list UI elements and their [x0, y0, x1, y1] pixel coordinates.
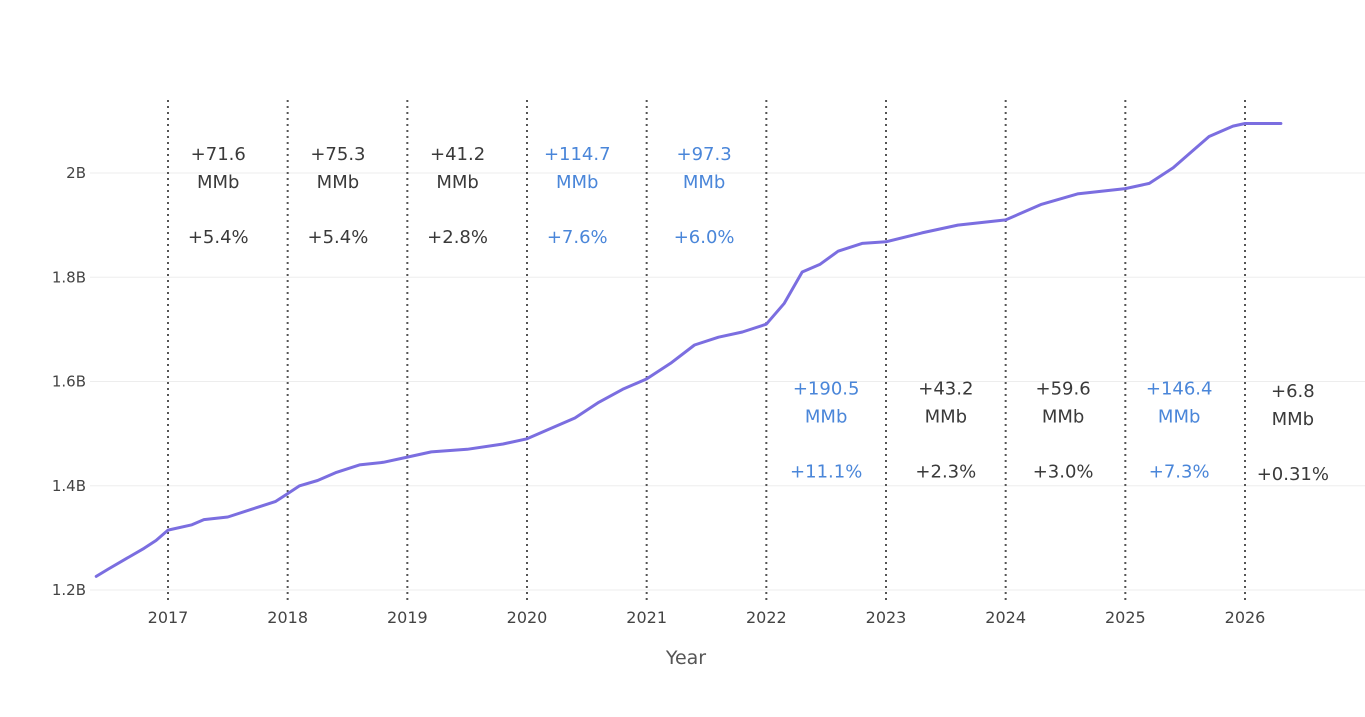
annotation-unit: MMb — [556, 172, 599, 193]
annotation-percent: +6.0% — [674, 227, 735, 248]
annotation-percent: +5.4% — [308, 227, 369, 248]
x-tick-label: 2022 — [746, 608, 787, 627]
annotation-percent: +2.3% — [915, 462, 976, 483]
series-layer — [94, 122, 1283, 578]
year-change-annotation: +43.2 MMb +2.3% — [915, 379, 976, 483]
x-tick-label: 2020 — [507, 608, 548, 627]
year-change-annotation: +75.3 MMb +5.4% — [308, 144, 369, 248]
annotation-percent: +0.31% — [1257, 464, 1329, 485]
annotation-unit: MMb — [1272, 409, 1315, 430]
annotation-unit: MMb — [1042, 407, 1085, 428]
x-tick-label: 2017 — [148, 608, 189, 627]
annotation-change: +71.6 — [191, 144, 246, 165]
x-tick-label: 2024 — [985, 608, 1026, 627]
year-change-annotation: +41.2 MMb +2.8% — [427, 144, 488, 248]
x-tick-label: 2021 — [626, 608, 667, 627]
annotation-unit: MMb — [436, 172, 479, 193]
year-change-annotation: +6.8 MMb +0.31% — [1257, 381, 1329, 485]
y-tick-label: 2B — [66, 164, 86, 182]
annotation-change: +146.4 — [1146, 379, 1213, 400]
year-change-annotation: +59.6 MMb +3.0% — [1033, 379, 1094, 483]
y-tick-label: 1.4B — [52, 477, 86, 495]
x-tick-label: 2019 — [387, 608, 428, 627]
y-tick-label: 1.8B — [52, 268, 86, 286]
annotation-unit: MMb — [317, 172, 360, 193]
annotation-change: +43.2 — [918, 379, 973, 400]
annotation-change: +59.6 — [1036, 379, 1091, 400]
annotation-percent: +11.1% — [790, 462, 862, 483]
year-change-annotation: +71.6 MMb +5.4% — [188, 144, 249, 248]
annotation-unit: MMb — [197, 172, 240, 193]
annotation-change: +6.8 — [1271, 381, 1315, 402]
x-tick-label: 2025 — [1105, 608, 1146, 627]
y-tick-label: 1.6B — [52, 373, 86, 391]
annotation-change: +114.7 — [544, 144, 611, 165]
year-change-annotation: +190.5 MMb +11.1% — [790, 379, 862, 483]
y-tick-label: 1.2B — [52, 581, 86, 599]
annotation-percent: +5.4% — [188, 227, 249, 248]
x-tick-label: 2023 — [866, 608, 907, 627]
year-change-annotation: +146.4 MMb +7.3% — [1146, 379, 1213, 483]
annotation-change: +75.3 — [310, 144, 365, 165]
annotation-change: +97.3 — [677, 144, 732, 165]
annotation-change: +190.5 — [793, 379, 860, 400]
annotation-unit: MMb — [805, 407, 848, 428]
year-change-annotation: +114.7 MMb +7.6% — [544, 144, 611, 248]
series-line — [94, 122, 1283, 578]
annotation-percent: +7.3% — [1149, 462, 1210, 483]
annotation-percent: +7.6% — [547, 227, 608, 248]
year-change-annotation: +97.3 MMb +6.0% — [674, 144, 735, 248]
annotation-percent: +3.0% — [1033, 462, 1094, 483]
x-axis-label: Year — [665, 647, 706, 669]
annotation-unit: MMb — [683, 172, 726, 193]
x-tick-label: 2018 — [267, 608, 308, 627]
y-axis-ticks: 1.2B 1.4B 1.6B 1.8B 2B — [52, 164, 86, 599]
x-tick-label: 2026 — [1225, 608, 1266, 627]
annotation-percent: +2.8% — [427, 227, 488, 248]
x-axis-ticks: 2017 2018 2019 2020 2021 2022 2023 2024 2025 2026 — [148, 608, 1266, 627]
annotation-unit: MMb — [1158, 407, 1201, 428]
annotations-layer: +71.6MMb+5.4%+75.3MMb+5.4%+41.2MMb+2.8%+… — [188, 144, 1329, 485]
annotation-unit: MMb — [925, 407, 968, 428]
annotation-change: +41.2 — [430, 144, 485, 165]
